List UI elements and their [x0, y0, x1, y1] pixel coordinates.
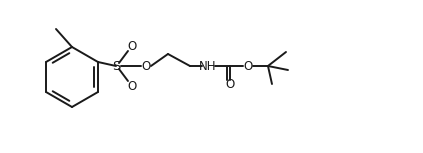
- Text: O: O: [141, 60, 151, 73]
- Text: O: O: [127, 80, 137, 93]
- Text: S: S: [112, 60, 120, 73]
- Text: O: O: [243, 60, 253, 73]
- Text: O: O: [127, 39, 137, 52]
- Text: O: O: [225, 78, 235, 91]
- Text: NH: NH: [199, 60, 217, 73]
